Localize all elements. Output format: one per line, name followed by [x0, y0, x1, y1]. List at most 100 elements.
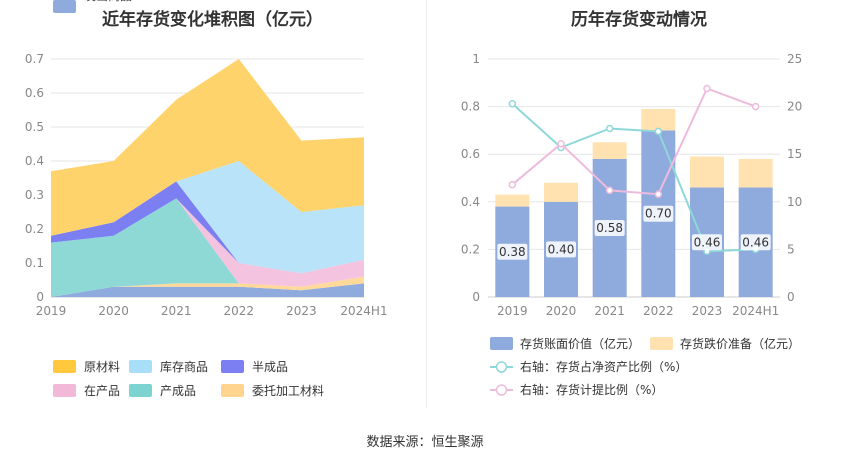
line-point [654, 190, 663, 198]
line-point [751, 245, 760, 254]
bar-book-value [738, 187, 773, 297]
line-series-1 [511, 87, 757, 196]
y-right-tick-label: 20 [787, 100, 802, 114]
panel-divider [426, 0, 427, 408]
legend-label: 存货账面价值（亿元） [520, 336, 640, 351]
area-series-产成品 [51, 198, 364, 297]
bar-book-value [592, 158, 627, 297]
legend-label: 委托加工材料 [252, 384, 324, 398]
area-series-委托加工材料 [51, 276, 364, 297]
legend-swatch [650, 337, 673, 350]
x-tick-label: 2024H1 [732, 304, 779, 318]
legend-label: 发出商品 [84, 0, 132, 3]
legend-swatch [221, 360, 244, 373]
bar-impairment-reserve [544, 182, 578, 202]
legend-label: 产成品 [160, 384, 196, 398]
bar-label-bg [740, 234, 771, 251]
bar-impairment-reserve [641, 108, 676, 131]
y-right-tick-label: 25 [787, 52, 802, 66]
legend-label: 原材料 [84, 360, 120, 374]
x-tick-label: 2019 [36, 304, 67, 318]
legend-swatch [129, 384, 152, 397]
y-left-tick-label: 0.6 [461, 147, 480, 161]
area-series-半成品 [51, 181, 364, 274]
legend-swatch [53, 0, 76, 13]
line-point [557, 143, 565, 152]
legend-swatch [221, 384, 244, 397]
y-left-tick-label: 1 [472, 52, 480, 66]
x-tick-label: 2022 [643, 304, 674, 318]
right-chart-title: 历年存货变动情况 [571, 10, 707, 30]
y-tick-label: 0.4 [25, 154, 44, 168]
area-series-库存商品 [51, 161, 364, 274]
bar-value-label: 0.38 [499, 245, 526, 259]
bar-impairment-reserve [592, 142, 627, 159]
legend-label: 库存商品 [160, 359, 208, 374]
x-tick-label: 2021 [594, 304, 625, 318]
data-source: 数据来源：恒生聚源 [366, 435, 484, 450]
line-point [654, 127, 663, 136]
bar-value-label: 0.70 [645, 207, 672, 221]
area-series-在产品 [51, 198, 364, 287]
line-point [508, 99, 517, 108]
y-tick-label: 0 [36, 290, 44, 304]
x-tick-label: 2023 [692, 304, 723, 318]
y-left-tick-label: 0 [472, 290, 480, 304]
bar-impairment-reserve [690, 156, 724, 188]
line-point [605, 186, 614, 195]
bar-book-value [641, 130, 676, 297]
x-tick-label: 2023 [286, 304, 317, 318]
bar-label-bg [643, 205, 674, 222]
left-chart-title: 近年存货变化堆积图（亿元） [102, 10, 323, 30]
bar-label-bg [546, 241, 576, 258]
y-right-tick-label: 0 [787, 290, 795, 304]
bar-impairment-reserve [738, 158, 773, 188]
bar-value-label: 0.46 [742, 235, 769, 249]
y-left-tick-label: 0.8 [461, 100, 480, 114]
y-tick-label: 0.5 [25, 120, 44, 134]
bar-label-bg [594, 219, 625, 236]
line-point [703, 84, 711, 93]
legend-swatch [490, 337, 513, 350]
bar-value-label: 0.58 [596, 221, 623, 235]
legend-swatch [53, 360, 76, 373]
legend-label: 在产品 [84, 384, 120, 398]
bar-impairment-reserve [495, 194, 530, 207]
area-series-原材料 [51, 59, 364, 236]
x-tick-label: 2022 [224, 304, 255, 318]
y-left-tick-label: 0.2 [461, 242, 480, 256]
legend-label: 存货跌价准备（亿元） [680, 336, 800, 351]
bar-book-value [544, 201, 578, 297]
y-left-tick-label: 0.4 [461, 195, 480, 209]
left-stacked-area-chart: 0 0.1 0.2 0.3 0.4 0.5 0.6 0.7 2019 2020 2021 2022 20… [25, 0, 388, 398]
line-point [751, 102, 760, 111]
legend-marker [495, 384, 508, 396]
legend-marker [495, 361, 508, 373]
line-point [703, 247, 711, 256]
y-tick-label: 0.2 [25, 222, 44, 236]
legend-swatch [129, 360, 152, 373]
y-tick-label: 0.3 [25, 188, 44, 202]
y-tick-label: 0.6 [25, 86, 44, 100]
y-right-tick-label: 5 [787, 242, 795, 256]
x-tick-label: 2020 [98, 304, 129, 318]
y-tick-label: 0.7 [25, 52, 44, 66]
x-tick-label: 2021 [161, 304, 192, 318]
legend-swatch [53, 384, 76, 397]
bar-label-bg [692, 234, 722, 251]
y-tick-label: 0.1 [25, 256, 44, 270]
bar-book-value [690, 187, 724, 297]
legend-label: 右轴：存货占净资产比例（%） [520, 359, 687, 374]
bar-book-value [495, 206, 530, 297]
y-right-tick-label: 10 [787, 195, 802, 209]
x-tick-label: 2024H1 [340, 304, 387, 318]
bar-label-bg [497, 243, 528, 260]
x-tick-label: 2020 [546, 304, 577, 318]
y-right-tick-label: 15 [787, 147, 802, 161]
line-point [557, 139, 565, 148]
line-point [508, 180, 517, 189]
line-series-0 [511, 102, 756, 253]
legend-label: 半成品 [252, 360, 288, 374]
legend-label: 右轴：存货计提比例（%） [520, 382, 663, 397]
line-point [605, 124, 614, 133]
